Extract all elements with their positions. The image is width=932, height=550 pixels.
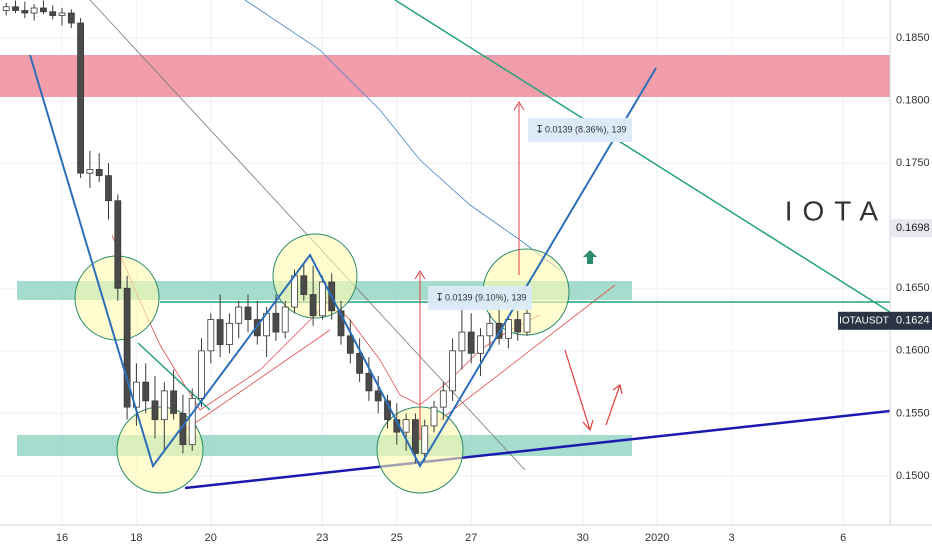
price-tag-label: 0.1698: [896, 222, 930, 234]
candle-body: [449, 350, 457, 392]
symbol-tag-label: IOTAUSDT: [839, 315, 889, 326]
candle-body: [207, 319, 215, 352]
candle-body: [402, 419, 410, 433]
candle-body: [430, 406, 438, 427]
measure-label: 0.0139 (8.36%), 139: [545, 124, 627, 134]
candle-body: [123, 287, 131, 408]
y-tick-label: 0.1850: [896, 32, 930, 44]
measure-icon: ↧: [535, 124, 544, 136]
y-tick-label: 0.1500: [896, 470, 930, 482]
candle-body: [226, 322, 233, 345]
candle-body: [272, 312, 280, 333]
axis-labels: 0.1500 0.1550 0.1600 0.1650 0.1750 0.1800 0.18…: [56, 32, 932, 544]
trend-line: [394, 0, 891, 313]
candle-body: [439, 390, 447, 408]
x-tick-label: 16: [56, 532, 68, 544]
candle-body: [309, 294, 317, 317]
candle-body: [505, 319, 512, 339]
candle-body: [114, 200, 122, 289]
symbol-tag: [838, 311, 890, 330]
zigzag-pattern: [29, 54, 657, 469]
arrow-head: [414, 270, 426, 280]
candle-body: [170, 390, 178, 414]
candle-body: [67, 12, 75, 24]
candle-body: [86, 169, 94, 174]
candle-body: [523, 312, 531, 333]
y-tick-label: 0.1550: [896, 407, 930, 419]
candle-body: [95, 169, 103, 177]
symbol-title: IOTA: [785, 195, 888, 226]
candle-body: [58, 12, 66, 16]
candle-body: [49, 11, 57, 16]
candle-body: [477, 335, 484, 354]
candle-body: [281, 306, 289, 333]
resistance-zone: [0, 55, 890, 97]
support-zone: [17, 435, 632, 456]
candle-body: [346, 335, 354, 354]
candle-body: [300, 275, 308, 295]
measure-icon: ↧: [435, 292, 444, 304]
candle-body: [160, 390, 168, 421]
trend-line: [184, 329, 331, 431]
candle-body: [12, 6, 19, 11]
candle-body: [458, 331, 466, 352]
trend-line: [439, 284, 616, 421]
x-tick-label: 23: [316, 532, 328, 544]
x-tick-label: 20: [205, 532, 217, 544]
candle-body: [467, 331, 475, 354]
x-tick-label: 18: [130, 532, 142, 544]
x-tick-label: 25: [391, 532, 403, 544]
candle-body: [235, 306, 243, 324]
candle-body: [188, 397, 196, 446]
candle-body: [105, 175, 112, 202]
y-tick-label: 0.1750: [896, 157, 930, 169]
support-line: [184, 409, 891, 490]
price-tag: [890, 311, 932, 330]
candle-body: [216, 319, 224, 345]
candle-body: [198, 350, 205, 399]
up-arrow-icon: [583, 250, 597, 264]
candle-body: [365, 372, 373, 392]
x-tick-label: 30: [577, 532, 589, 544]
measure-box: [428, 286, 532, 310]
candle-body: [291, 275, 298, 308]
x-tick-label: 3: [729, 532, 735, 544]
candle-body: [253, 319, 261, 337]
candle-body: [319, 281, 326, 317]
candle-body: [514, 319, 522, 333]
x-tick-label: 27: [465, 532, 477, 544]
measure-box: [528, 118, 632, 142]
candle-body: [30, 7, 38, 14]
candle-body: [374, 390, 382, 402]
candle-body: [421, 425, 429, 454]
y-tick-label: 0.1650: [896, 282, 930, 294]
candle-body: [151, 400, 159, 421]
y-tick-label: 0.1800: [896, 95, 930, 107]
candle-body: [244, 306, 252, 320]
arrow-head: [513, 101, 525, 111]
x-tick-label: 6: [840, 532, 846, 544]
y-tick-label: 0.1600: [896, 345, 930, 357]
candle-body: [21, 10, 29, 14]
x-tick-label: 2020: [645, 532, 669, 544]
hand-arrow: [605, 383, 623, 426]
candle-body: [356, 352, 364, 374]
moving-average: [244, 0, 561, 271]
candle-body: [77, 22, 85, 174]
candle-body: [40, 7, 47, 13]
price-tag: [890, 219, 932, 238]
measure-label: 0.0139 (9.10%), 139: [445, 292, 527, 302]
hand-arrow: [564, 349, 594, 432]
candle-body: [412, 419, 419, 454]
candle-body: [486, 322, 494, 337]
candle-body: [2, 6, 10, 11]
candle-body: [142, 381, 150, 402]
price-tag-label: 0.1624: [896, 315, 930, 327]
candle-body: [337, 310, 345, 337]
